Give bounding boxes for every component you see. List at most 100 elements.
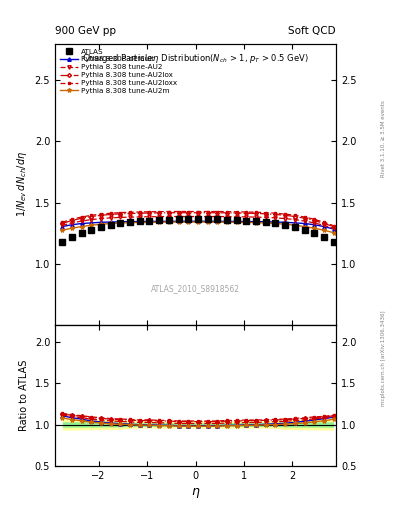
Pythia 8.308 tune-AU2m	[263, 220, 268, 226]
ATLAS	[273, 221, 278, 227]
Pythia 8.308 tune-AU2m	[186, 219, 191, 225]
Pythia 8.308 tune-AU2	[79, 218, 84, 224]
Pythia 8.308 tune-AU2m	[70, 225, 74, 231]
Pythia 8.308 tune-AU2lox	[312, 218, 317, 224]
ATLAS	[89, 226, 94, 232]
Pythia 8.308 default	[321, 223, 326, 229]
Pythia 8.308 tune-AU2loxx	[108, 210, 113, 216]
Pythia 8.308 tune-AU2	[215, 214, 220, 220]
Pythia 8.308 default	[108, 219, 113, 225]
Pythia 8.308 tune-AU2loxx	[263, 209, 268, 216]
ATLAS	[331, 239, 336, 245]
Pythia 8.308 default	[79, 221, 84, 227]
Y-axis label: Ratio to ATLAS: Ratio to ATLAS	[19, 360, 29, 431]
ATLAS	[244, 218, 249, 224]
Pythia 8.308 tune-AU2lox	[321, 221, 326, 227]
Pythia 8.308 tune-AU2loxx	[99, 211, 103, 217]
Pythia 8.308 tune-AU2	[273, 215, 278, 221]
Pythia 8.308 tune-AU2lox	[70, 218, 74, 224]
Pythia 8.308 tune-AU2lox	[89, 214, 94, 220]
ATLAS	[99, 224, 103, 230]
Pythia 8.308 default	[302, 221, 307, 227]
Pythia 8.308 default	[283, 219, 288, 225]
Text: 900 GeV pp: 900 GeV pp	[55, 26, 116, 36]
ATLAS	[283, 222, 288, 228]
ATLAS	[312, 230, 317, 237]
ATLAS	[157, 217, 162, 223]
Pythia 8.308 tune-AU2	[283, 216, 288, 222]
Pythia 8.308 tune-AU2lox	[147, 210, 152, 216]
Pythia 8.308 tune-AU2	[60, 222, 64, 228]
Pythia 8.308 tune-AU2loxx	[167, 208, 171, 215]
ATLAS	[302, 226, 307, 232]
Pythia 8.308 tune-AU2m	[118, 220, 123, 226]
ATLAS	[254, 218, 259, 224]
Pythia 8.308 tune-AU2lox	[128, 210, 132, 217]
Pythia 8.308 tune-AU2m	[79, 223, 84, 229]
Pythia 8.308 tune-AU2lox	[244, 210, 249, 216]
ATLAS	[263, 219, 268, 225]
Pythia 8.308 tune-AU2m	[273, 221, 278, 227]
Pythia 8.308 tune-AU2loxx	[70, 216, 74, 222]
Line: ATLAS: ATLAS	[59, 216, 336, 245]
Pythia 8.308 tune-AU2m	[331, 229, 336, 236]
Pythia 8.308 tune-AU2loxx	[89, 212, 94, 218]
Pythia 8.308 tune-AU2	[157, 214, 162, 220]
Pythia 8.308 default	[99, 219, 103, 225]
Pythia 8.308 tune-AU2lox	[263, 211, 268, 217]
Pythia 8.308 tune-AU2loxx	[312, 216, 317, 222]
Y-axis label: $1/N_{ev}\,dN_{ch}/d\eta$: $1/N_{ev}\,dN_{ch}/d\eta$	[15, 151, 29, 218]
ATLAS	[167, 217, 171, 223]
Pythia 8.308 tune-AU2lox	[205, 209, 210, 216]
Pythia 8.308 tune-AU2loxx	[321, 219, 326, 225]
Pythia 8.308 tune-AU2lox	[176, 209, 181, 216]
X-axis label: $\eta$: $\eta$	[191, 486, 200, 500]
Pythia 8.308 tune-AU2m	[321, 227, 326, 233]
Pythia 8.308 tune-AU2m	[157, 219, 162, 225]
Pythia 8.308 default	[205, 218, 210, 224]
Pythia 8.308 tune-AU2lox	[215, 209, 220, 216]
Pythia 8.308 tune-AU2m	[138, 219, 142, 225]
ATLAS	[60, 239, 64, 245]
Pythia 8.308 tune-AU2m	[167, 219, 171, 225]
Pythia 8.308 tune-AU2	[321, 222, 326, 228]
Line: Pythia 8.308 tune-AU2loxx: Pythia 8.308 tune-AU2loxx	[61, 210, 335, 227]
Pythia 8.308 tune-AU2loxx	[302, 214, 307, 220]
Pythia 8.308 tune-AU2	[99, 216, 103, 222]
Pythia 8.308 tune-AU2loxx	[128, 209, 132, 216]
Line: Pythia 8.308 tune-AU2m: Pythia 8.308 tune-AU2m	[60, 220, 336, 235]
Pythia 8.308 default	[254, 219, 259, 225]
Pythia 8.308 default	[167, 218, 171, 224]
Pythia 8.308 tune-AU2loxx	[273, 210, 278, 216]
Pythia 8.308 tune-AU2m	[108, 221, 113, 227]
Pythia 8.308 tune-AU2	[331, 225, 336, 231]
Pythia 8.308 tune-AU2	[292, 217, 297, 223]
Pythia 8.308 tune-AU2loxx	[244, 209, 249, 215]
ATLAS	[186, 216, 191, 222]
Text: Charged Particle$\,\eta$ Distribution($N_{ch}$ > 1, $p_T$ > 0.5 GeV): Charged Particle$\,\eta$ Distribution($N…	[82, 52, 309, 65]
Pythia 8.308 default	[176, 218, 181, 224]
Pythia 8.308 tune-AU2m	[254, 220, 259, 226]
Pythia 8.308 tune-AU2	[147, 214, 152, 220]
Pythia 8.308 default	[196, 218, 200, 224]
ATLAS	[128, 219, 132, 225]
ATLAS	[215, 216, 220, 222]
Line: Pythia 8.308 tune-AU2: Pythia 8.308 tune-AU2	[61, 215, 335, 230]
Pythia 8.308 default	[244, 219, 249, 225]
Pythia 8.308 tune-AU2loxx	[157, 208, 162, 215]
Pythia 8.308 tune-AU2lox	[108, 211, 113, 218]
Pythia 8.308 tune-AU2	[167, 214, 171, 220]
Pythia 8.308 tune-AU2lox	[196, 209, 200, 216]
Pythia 8.308 tune-AU2loxx	[147, 209, 152, 215]
Pythia 8.308 default	[118, 219, 123, 225]
Pythia 8.308 tune-AU2loxx	[205, 208, 210, 215]
Pythia 8.308 tune-AU2	[138, 214, 142, 220]
Pythia 8.308 tune-AU2	[196, 214, 200, 220]
Pythia 8.308 tune-AU2loxx	[234, 209, 239, 215]
Pythia 8.308 tune-AU2m	[176, 219, 181, 225]
Pythia 8.308 tune-AU2	[205, 214, 210, 220]
Pythia 8.308 default	[312, 222, 317, 228]
Pythia 8.308 tune-AU2m	[234, 219, 239, 225]
Pythia 8.308 tune-AU2m	[89, 222, 94, 228]
ATLAS	[234, 217, 239, 223]
